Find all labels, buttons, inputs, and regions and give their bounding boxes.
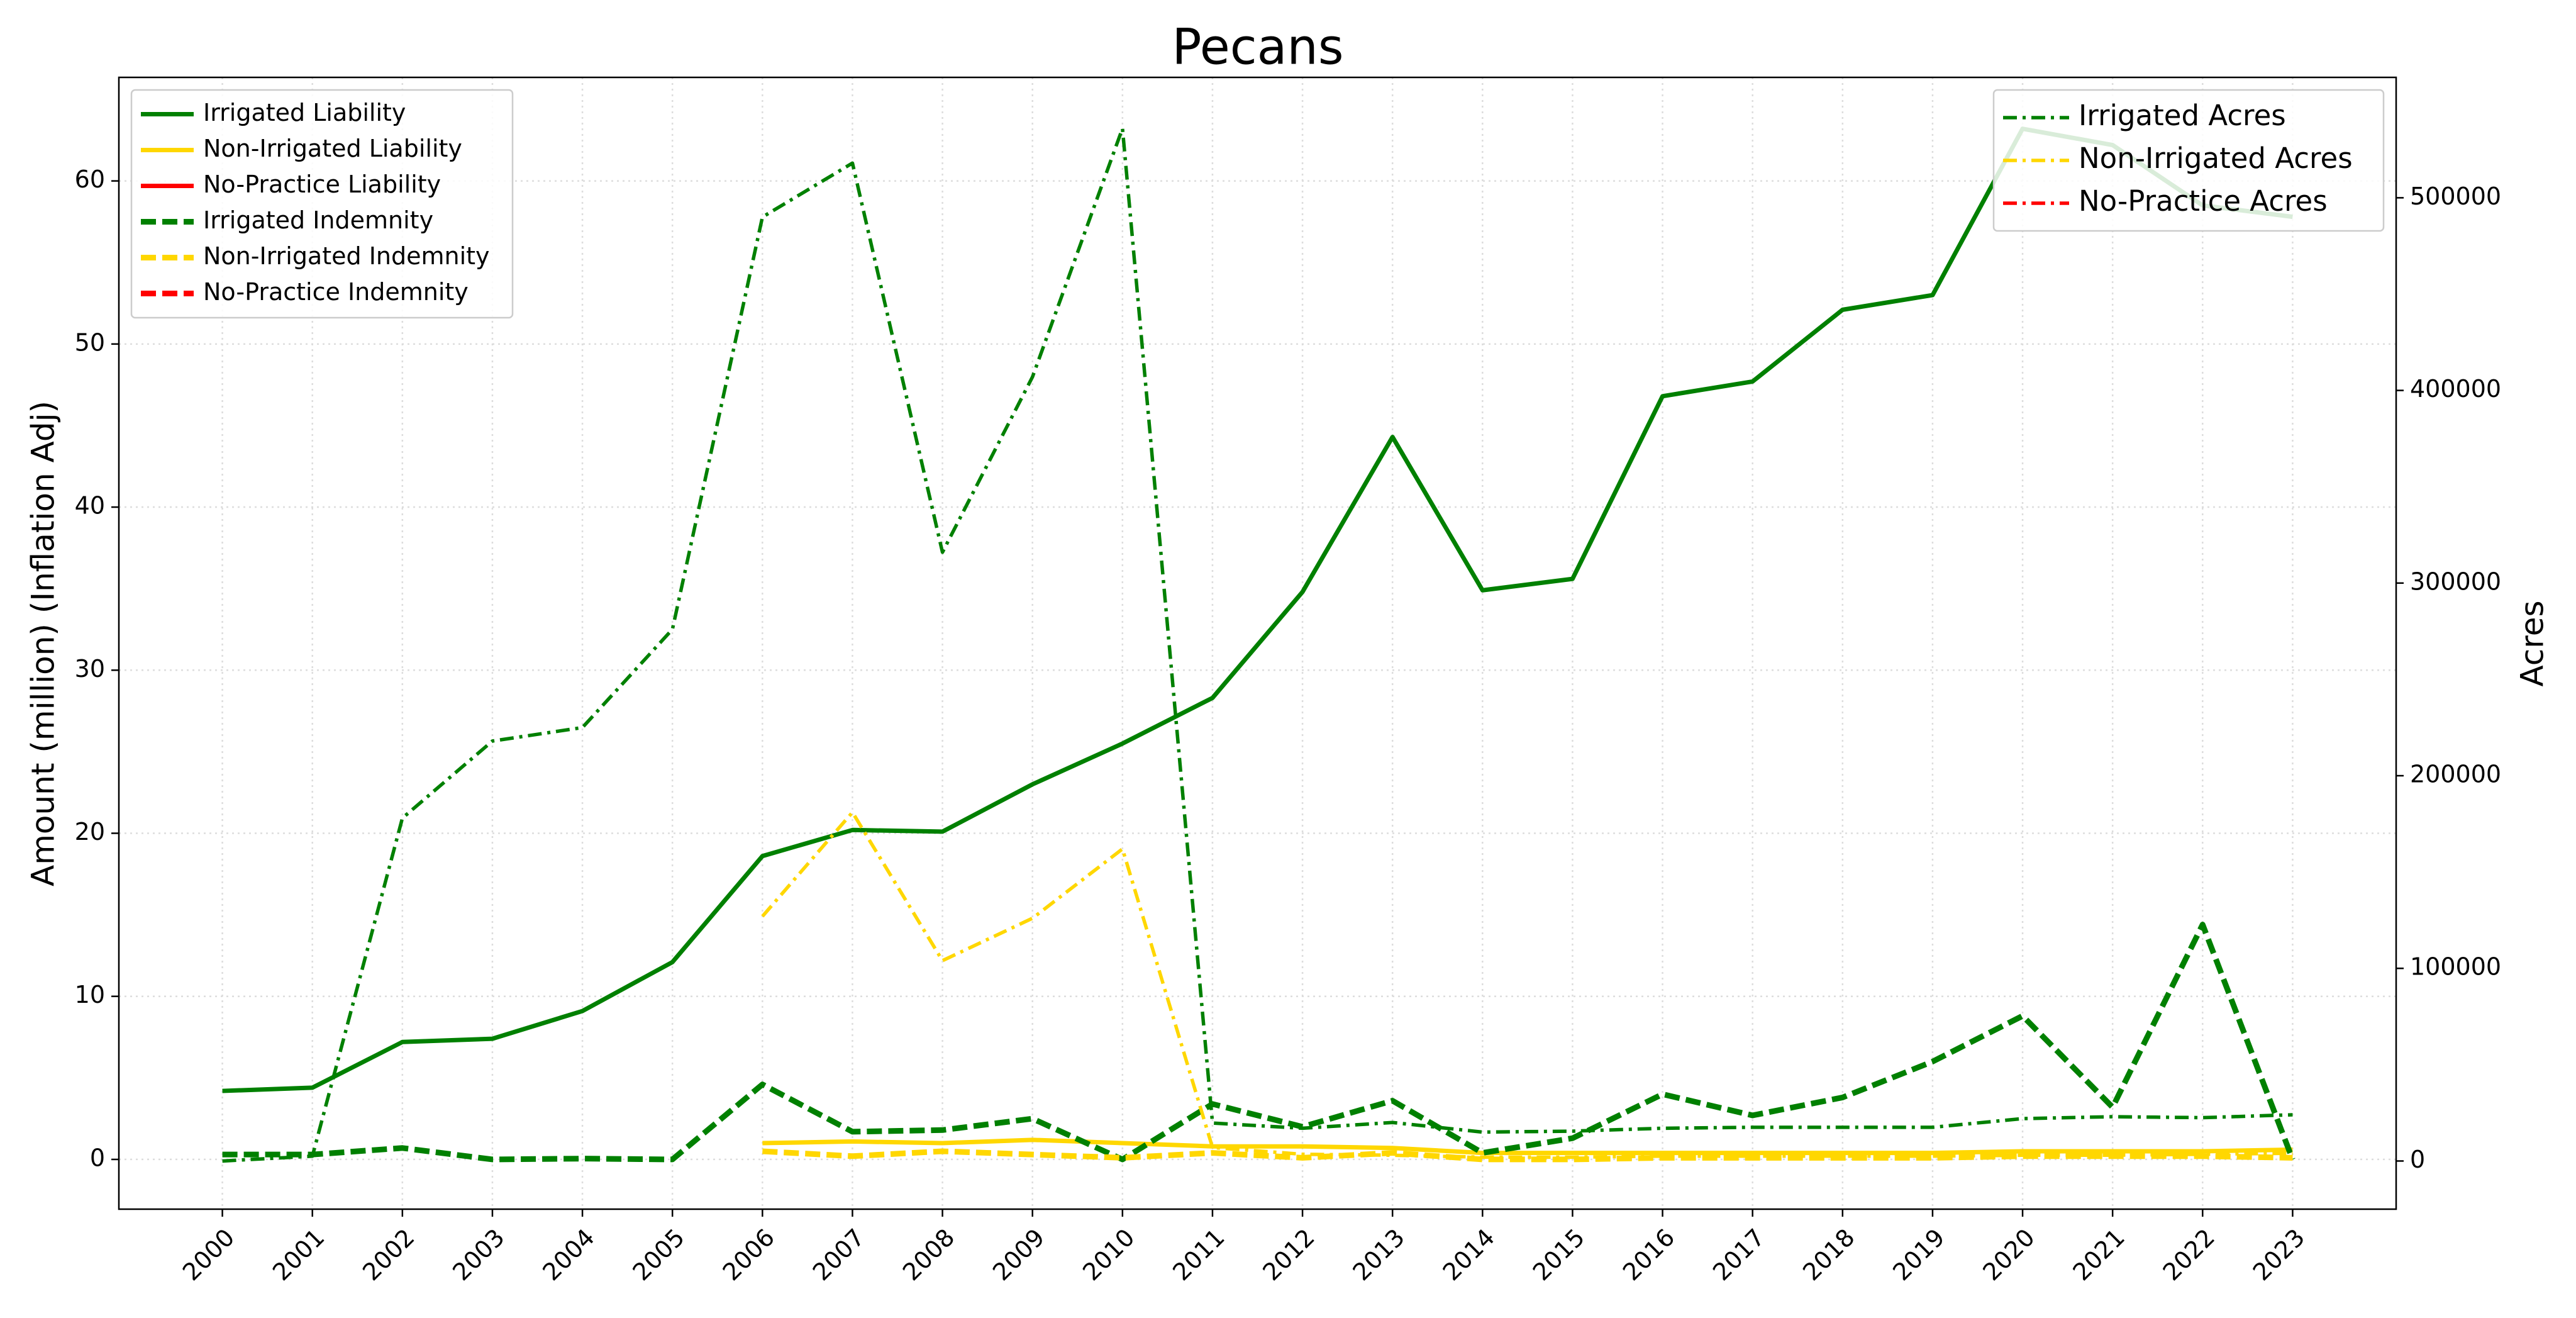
x-tick-label: 2016 — [1618, 1224, 1680, 1287]
x-tick-label: 2006 — [718, 1224, 780, 1287]
x-tick-label: 2008 — [897, 1224, 960, 1287]
x-tick-label: 2023 — [2248, 1224, 2311, 1287]
y-tick-label: 30 — [75, 655, 105, 683]
y2-tick-label: 200000 — [2410, 761, 2501, 788]
x-tick-label: 2011 — [1167, 1224, 1230, 1287]
y-tick-label: 10 — [75, 981, 105, 1008]
y2-tick-label: 300000 — [2410, 567, 2501, 595]
x-tick-label: 2015 — [1528, 1224, 1591, 1287]
series-line — [222, 922, 2296, 1163]
x-tick-label: 2022 — [2158, 1224, 2221, 1287]
y-axis-label: Amount (million) (Inflation Adj) — [25, 401, 62, 886]
y2-tick-label: 500000 — [2410, 182, 2501, 210]
x-tick-label: 2010 — [1077, 1224, 1140, 1287]
y-tick-label: 20 — [75, 818, 105, 846]
legend-label: Irrigated Liability — [203, 99, 406, 126]
y-tick-label: 0 — [90, 1144, 105, 1171]
x-tick-label: 2001 — [267, 1224, 330, 1287]
legend-label: Non-Irrigated Liability — [203, 135, 462, 162]
y2-tick-label: 100000 — [2410, 953, 2501, 981]
legend-label: Irrigated Acres — [2079, 99, 2286, 132]
plot-frame — [118, 76, 2397, 1210]
legend-label: Irrigated Indemnity — [203, 206, 433, 234]
legend-label: Non-Irrigated Indemnity — [203, 242, 490, 270]
x-tick-label: 2014 — [1438, 1224, 1501, 1287]
series-line — [222, 126, 2293, 1093]
x-tick-label: 2017 — [1707, 1224, 1770, 1287]
x-tick-label: 2004 — [537, 1224, 600, 1287]
y2-tick-label: 400000 — [2410, 375, 2501, 403]
x-tick-label: 2012 — [1257, 1224, 1320, 1287]
x-tick-label: 2003 — [447, 1224, 510, 1287]
x-tick-label: 2005 — [627, 1224, 690, 1287]
x-tick-label: 2021 — [2067, 1224, 2130, 1287]
legend-box — [1992, 89, 2385, 232]
y-tick-label: 50 — [75, 328, 105, 356]
y-tick-label: 40 — [75, 492, 105, 520]
x-tick-label: 2007 — [808, 1224, 870, 1287]
legend-box — [130, 89, 514, 319]
legend-label: No-Practice Liability — [203, 170, 441, 198]
y2-tick-label: 0 — [2410, 1146, 2425, 1173]
x-tick-label: 2018 — [1797, 1224, 1860, 1287]
series-line — [761, 810, 2293, 1159]
chart-title: Pecans — [1172, 19, 1344, 75]
x-tick-label: 2009 — [987, 1224, 1050, 1287]
x-tick-label: 2020 — [1977, 1224, 2040, 1287]
series-line — [762, 1137, 2293, 1156]
x-tick-label: 2013 — [1347, 1224, 1410, 1287]
x-tick-label: 2000 — [177, 1224, 240, 1287]
x-tick-label: 2019 — [1887, 1224, 1950, 1287]
y-tick-label: 60 — [75, 165, 105, 193]
series-line — [222, 126, 2293, 1163]
legend-label: Non-Irrigated Acres — [2079, 142, 2353, 175]
legend-label: No-Practice Acres — [2079, 184, 2328, 218]
x-tick-label: 2002 — [357, 1224, 420, 1287]
y2-axis-label: Acres — [2514, 600, 2551, 686]
legend-label: No-Practice Indemnity — [203, 278, 469, 306]
